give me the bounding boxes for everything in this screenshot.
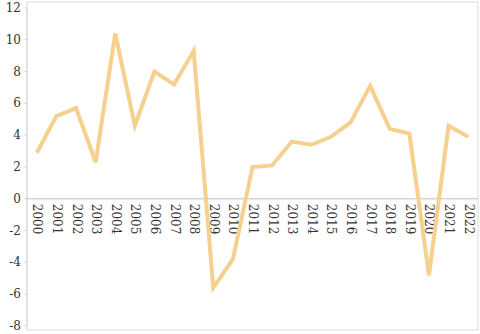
y-tick-label: -6 bbox=[9, 287, 21, 301]
x-axis-line bbox=[27, 198, 478, 199]
y-tick bbox=[24, 198, 27, 199]
y-tick-label: 6 bbox=[13, 96, 21, 110]
x-tick-label: 2011 bbox=[246, 204, 260, 235]
line-series bbox=[37, 33, 468, 287]
x-tick-label: 2008 bbox=[187, 204, 201, 235]
x-tick-label: 2004 bbox=[109, 204, 123, 235]
y-tick bbox=[24, 135, 27, 136]
x-tick-label: 2007 bbox=[168, 204, 182, 235]
y-tick bbox=[24, 8, 27, 9]
x-tick-label: 2019 bbox=[403, 204, 417, 235]
y-tick bbox=[24, 71, 27, 72]
x-tick-label: 2003 bbox=[89, 204, 103, 235]
y-tick-label: 8 bbox=[13, 65, 21, 79]
y-tick-label: -2 bbox=[9, 224, 21, 238]
y-tick bbox=[24, 326, 27, 327]
x-tick-label: 2013 bbox=[285, 204, 299, 235]
x-tick-label: 2022 bbox=[462, 204, 476, 235]
y-tick-label: 10 bbox=[6, 33, 21, 47]
y-tick-label: 0 bbox=[13, 192, 21, 206]
x-tick-label: 2005 bbox=[128, 204, 142, 235]
y-tick-label: 2 bbox=[13, 160, 21, 174]
y-tick bbox=[24, 103, 27, 104]
y-tick bbox=[24, 294, 27, 295]
x-tick-label: 2014 bbox=[305, 204, 319, 235]
y-tick bbox=[24, 262, 27, 263]
x-tick-label: 2012 bbox=[266, 204, 280, 235]
x-tick-label: 2018 bbox=[383, 204, 397, 235]
y-tick bbox=[24, 230, 27, 231]
y-tick-label: 4 bbox=[13, 128, 21, 142]
plot-frame bbox=[27, 2, 478, 330]
x-tick-label: 2016 bbox=[344, 204, 358, 235]
y-tick bbox=[24, 39, 27, 40]
y-tick bbox=[24, 167, 27, 168]
y-tick-label: 12 bbox=[6, 1, 21, 15]
x-tick-label: 2001 bbox=[50, 204, 64, 235]
x-tick-label: 2002 bbox=[70, 204, 84, 235]
x-tick-label: 2021 bbox=[442, 204, 456, 235]
chart: -8 -6 -4 -2 0 2 4 6 8 10 12 2000 2001 2002 2003 2004 200… bbox=[0, 0, 480, 334]
x-tick-label: 2015 bbox=[324, 204, 338, 235]
x-tick-label: 2006 bbox=[148, 204, 162, 235]
x-tick-label: 2000 bbox=[30, 204, 44, 235]
x-tick-label: 2017 bbox=[364, 204, 378, 235]
y-tick-label: -4 bbox=[9, 255, 21, 269]
plot-area bbox=[37, 33, 468, 287]
y-tick-label: -8 bbox=[9, 319, 21, 333]
